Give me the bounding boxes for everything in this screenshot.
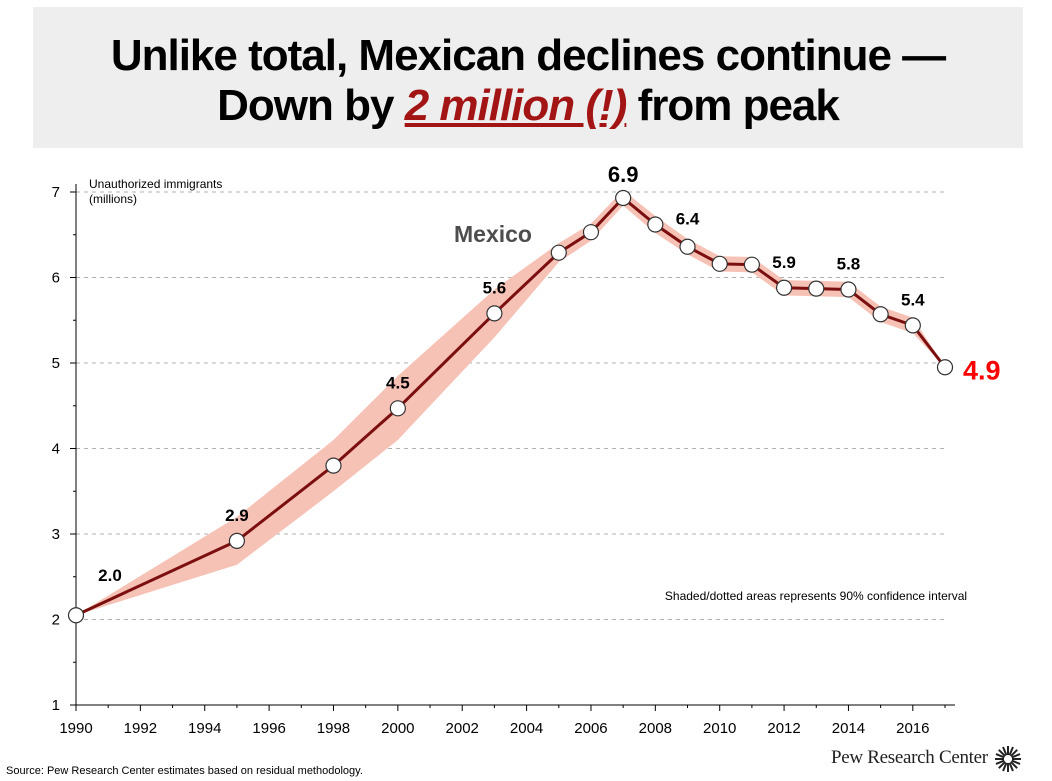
- title-line-2-pre: Down by: [217, 81, 394, 130]
- data-point-2013: [808, 280, 825, 297]
- sunburst-ray: [995, 753, 1005, 759]
- data-label-1995: 2.9: [225, 506, 249, 525]
- sunburst-ray: [1008, 746, 1014, 756]
- source-note: Source: Pew Research Center estimates ba…: [6, 765, 363, 777]
- data-point-2011: [743, 256, 760, 273]
- x-tick-label-2002: 2002: [446, 720, 479, 737]
- sunburst-ray: [998, 761, 1006, 769]
- data-point-2010: [711, 255, 728, 272]
- data-point-2005: [550, 244, 567, 261]
- sunburst-ray: [995, 759, 1005, 765]
- y-tick-label-1: 1: [52, 697, 60, 714]
- sunburst-ray: [1002, 746, 1008, 756]
- data-label-2009: 6.4: [676, 210, 700, 229]
- data-label-2017: 4.9: [963, 355, 1001, 385]
- sunburst-ray: [1011, 753, 1021, 759]
- y-tick-label-7: 7: [52, 184, 60, 201]
- x-tick-label-1992: 1992: [124, 720, 157, 737]
- data-point-1990: [67, 607, 85, 624]
- title-banner: Unlike total, Mexican declines continue …: [33, 7, 1023, 148]
- sunburst-ray: [1008, 762, 1014, 772]
- data-label-2014: 5.8: [837, 254, 861, 273]
- data-point-2015: [872, 306, 889, 323]
- data-point-2009: [679, 238, 696, 255]
- y-tick-label-2: 2: [52, 612, 60, 629]
- series-label-mexico: Mexico: [454, 221, 532, 247]
- data-label-2012: 5.9: [772, 253, 796, 272]
- x-tick-label-2000: 2000: [381, 720, 414, 737]
- data-point-2014: [840, 281, 857, 298]
- data-point-2016: [904, 317, 921, 334]
- title-line-2: Down by 2 million (!) from peak: [33, 81, 1023, 131]
- sunburst-ray: [1011, 759, 1021, 765]
- sunburst-ray: [1002, 762, 1008, 772]
- y-axis-title-line-2: (millions): [89, 192, 137, 206]
- confidence-band: [76, 190, 945, 616]
- x-tick-label-2012: 2012: [767, 720, 800, 737]
- sunburst-ray: [1010, 749, 1018, 757]
- data-point-2007: [615, 189, 632, 207]
- x-tick-label-1996: 1996: [252, 720, 285, 737]
- y-tick-label-4: 4: [52, 441, 60, 458]
- data-label-2003: 5.6: [483, 278, 507, 297]
- data-point-2012: [775, 279, 793, 296]
- x-tick-label-2008: 2008: [639, 720, 672, 737]
- x-tick-label-2010: 2010: [703, 720, 736, 737]
- title-accent: 2 million (!): [404, 81, 628, 130]
- title-line-1: Unlike total, Mexican declines continue …: [110, 31, 946, 80]
- x-tick-label-1994: 1994: [188, 720, 221, 737]
- x-tick-label-2016: 2016: [896, 720, 929, 737]
- x-tick-label-2014: 2014: [832, 720, 865, 737]
- data-label-2007: 6.9: [608, 162, 639, 187]
- sunburst-ray: [1010, 761, 1018, 769]
- sunburst-ray: [998, 749, 1006, 757]
- x-tick-label-1998: 1998: [317, 720, 350, 737]
- y-tick-label-6: 6: [52, 270, 60, 287]
- sunburst-icon: [995, 746, 1021, 772]
- x-tick-label-1990: 1990: [59, 720, 92, 737]
- data-point-1998: [325, 457, 342, 474]
- data-point-1995: [228, 532, 246, 549]
- x-tick-label-2004: 2004: [510, 720, 543, 737]
- data-point-2003: [486, 305, 503, 322]
- x-tick-label-2006: 2006: [574, 720, 607, 737]
- data-point-2017: [936, 359, 954, 376]
- data-point-2006: [582, 224, 600, 241]
- title-line-2-post: from peak: [637, 81, 840, 130]
- ci-annotation: Shaded/dotted areas represents 90% confi…: [665, 589, 967, 603]
- brand-name: Pew Research Center: [831, 747, 988, 768]
- data-label-2016: 5.4: [901, 290, 925, 309]
- data-label-1990: 2.0: [98, 566, 122, 585]
- data-label-2000: 4.5: [386, 373, 410, 392]
- y-tick-label-3: 3: [52, 526, 60, 543]
- data-point-2008: [647, 216, 664, 233]
- data-point-2000: [389, 400, 406, 417]
- y-tick-label-5: 5: [52, 355, 60, 372]
- y-axis-title-line-1: Unauthorized immigrants: [89, 177, 222, 191]
